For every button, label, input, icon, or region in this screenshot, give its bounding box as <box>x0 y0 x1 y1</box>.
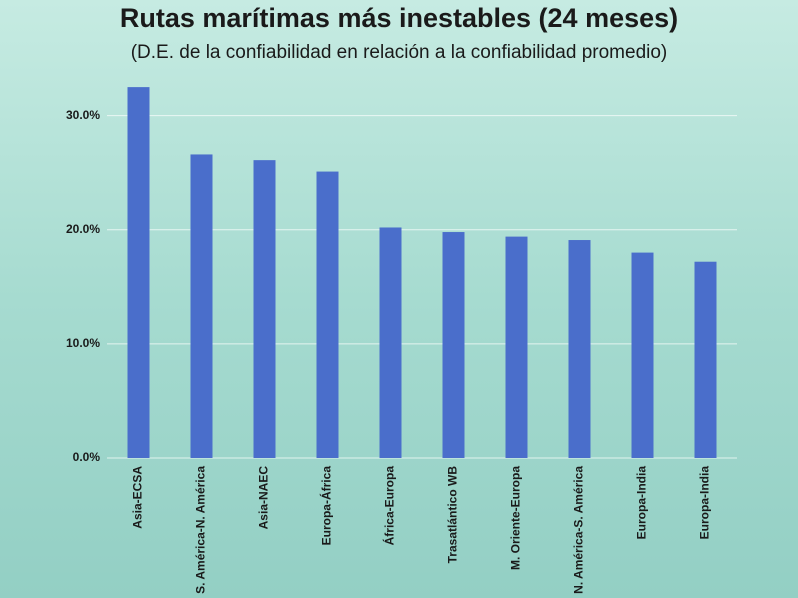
y-tick-label: 30.0% <box>66 108 100 122</box>
y-tick-label: 20.0% <box>66 222 100 236</box>
chart-subtitle: (D.E. de la confiabilidad en relación a … <box>131 42 668 63</box>
bar <box>505 236 528 458</box>
x-tick-label: Asia-ECSA <box>131 466 145 529</box>
x-tick-label: Asia-NAEC <box>257 466 271 530</box>
y-tick-label: 0.0% <box>73 450 101 464</box>
bar <box>442 232 465 458</box>
x-tick-label: M. Oriente-Europa <box>509 466 523 570</box>
chart-title: Rutas marítimas más inestables (24 meses… <box>120 3 678 33</box>
bar <box>127 87 150 458</box>
x-tick-label: Europa-India <box>635 466 649 540</box>
bar <box>379 227 402 458</box>
y-tick-label: 10.0% <box>66 336 100 350</box>
x-tick-label: Europa-India <box>698 466 712 540</box>
x-tick-label: Trasatlántico WB <box>446 466 460 564</box>
x-tick-label: N. América-S. América <box>572 466 586 594</box>
bar <box>694 261 717 458</box>
x-tick-label: África-Europa <box>382 466 397 546</box>
bar <box>190 154 213 458</box>
x-tick-label: S. América-N. América <box>194 466 208 594</box>
bar <box>568 240 591 458</box>
x-tick-label: Europa-África <box>319 466 334 546</box>
bar <box>631 252 654 458</box>
bar <box>253 160 276 458</box>
bar <box>316 171 339 459</box>
